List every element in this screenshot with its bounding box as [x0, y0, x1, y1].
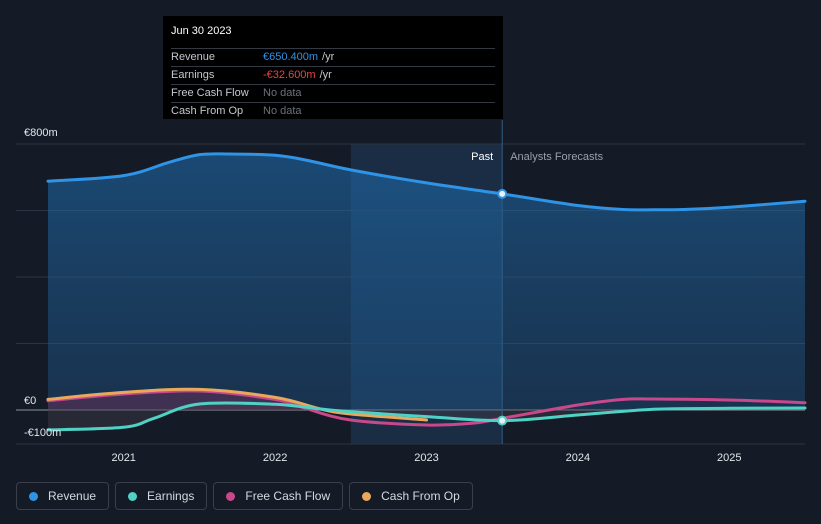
past-label: Past: [471, 151, 493, 163]
y-tick-label: €800m: [24, 127, 58, 139]
tooltip-row-earnings: Earnings -€32.600m /yr: [171, 66, 495, 84]
legend-item-earnings[interactable]: Earnings: [115, 482, 208, 510]
forecast-label: Analysts Forecasts: [510, 151, 603, 163]
y-tick-label: €0: [24, 395, 36, 407]
legend-item-free-cash-flow[interactable]: Free Cash Flow: [213, 482, 344, 510]
series-line-cash-from-op: [46, 387, 428, 422]
marker-revenue: [497, 188, 508, 199]
legend-label: Earnings: [147, 489, 195, 503]
tooltip-row-free-cash-flow: Free Cash Flow No data: [171, 84, 495, 102]
chart-legend: Revenue Earnings Free Cash Flow Cash Fro…: [16, 482, 473, 510]
tooltip-unit: /yr: [322, 51, 335, 63]
tooltip-row-revenue: Revenue €650.400m /yr: [171, 48, 495, 66]
series-line-revenue: [46, 152, 807, 212]
legend-label: Revenue: [48, 489, 97, 503]
tooltip-date: Jun 30 2023: [171, 25, 232, 37]
legend-item-cash-from-op[interactable]: Cash From Op: [349, 482, 473, 510]
chart-tooltip: Jun 30 2023 Revenue €650.400m /yr Earnin…: [163, 16, 503, 119]
legend-dot-icon: [29, 491, 38, 501]
tooltip-label: Cash From Op: [171, 105, 244, 117]
tooltip-label: Free Cash Flow: [171, 87, 249, 99]
tooltip-value: -€32.600m: [263, 69, 316, 81]
legend-label: Cash From Op: [381, 489, 460, 503]
tooltip-row-cash-from-op: Cash From Op No data: [171, 102, 495, 120]
tooltip-value: €650.400m: [263, 51, 319, 63]
x-tick-label: 2024: [566, 452, 590, 464]
x-tick-label: 2021: [111, 452, 135, 464]
legend-dot-icon: [128, 491, 138, 501]
x-tick-label: 2023: [414, 452, 438, 464]
marker-earnings: [497, 415, 508, 426]
legend-item-revenue[interactable]: Revenue: [16, 482, 110, 510]
y-tick-label: -€100m: [24, 427, 61, 439]
x-tick-label: 2025: [717, 452, 741, 464]
tooltip-label: Earnings: [171, 69, 215, 81]
series-line-earnings: [46, 401, 807, 432]
x-tick-label: 2022: [263, 452, 287, 464]
tooltip-value: No data: [263, 87, 302, 99]
legend-dot-icon: [362, 491, 372, 501]
legend-dot-icon: [226, 491, 236, 501]
tooltip-value: No data: [263, 105, 302, 117]
tooltip-unit: /yr: [319, 69, 332, 81]
legend-label: Free Cash Flow: [245, 489, 331, 503]
tooltip-label: Revenue: [171, 51, 216, 63]
revenue-area: [48, 153, 805, 410]
series-line-free-cash-flow: [46, 389, 807, 427]
